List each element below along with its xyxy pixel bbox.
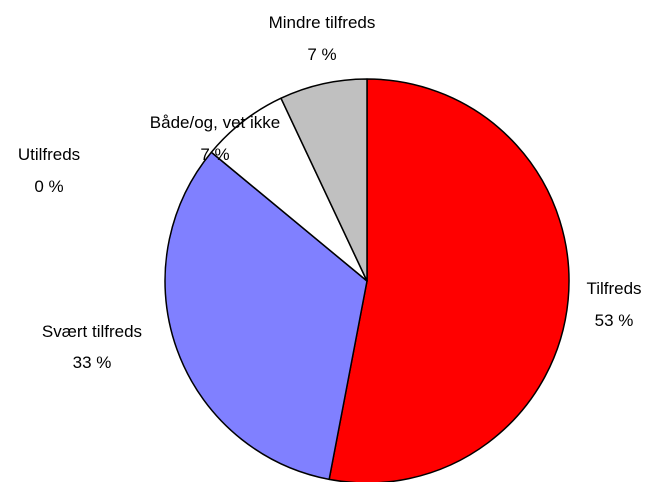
pie-slice-tilfreds (328, 78, 570, 482)
pie-slice-sv-rt-tilfreds (164, 151, 368, 481)
slice-label-svaert-tilfreds: Svært tilfreds (42, 322, 142, 341)
slice-label-tilfreds: Tilfreds (586, 279, 641, 298)
pie-slices (164, 78, 570, 482)
slice-label-mindre-tilfreds: Mindre tilfreds (269, 13, 376, 32)
slice-value-mindre-tilfreds: 7 % (307, 45, 336, 64)
pie-labels: Tilfreds 53 % Svært tilfreds 33 % Utilfr… (18, 13, 642, 372)
slice-label-baade-og: Både/og, vet ikke (150, 113, 280, 132)
slice-label-utilfreds: Utilfreds (18, 145, 80, 164)
slice-value-baade-og: 7 % (200, 145, 229, 164)
slice-value-svaert-tilfreds: 33 % (73, 353, 112, 372)
slice-value-utilfreds: 0 % (34, 177, 63, 196)
slice-value-tilfreds: 53 % (595, 311, 634, 330)
pie-slice-mindre-tilfreds (280, 78, 368, 282)
